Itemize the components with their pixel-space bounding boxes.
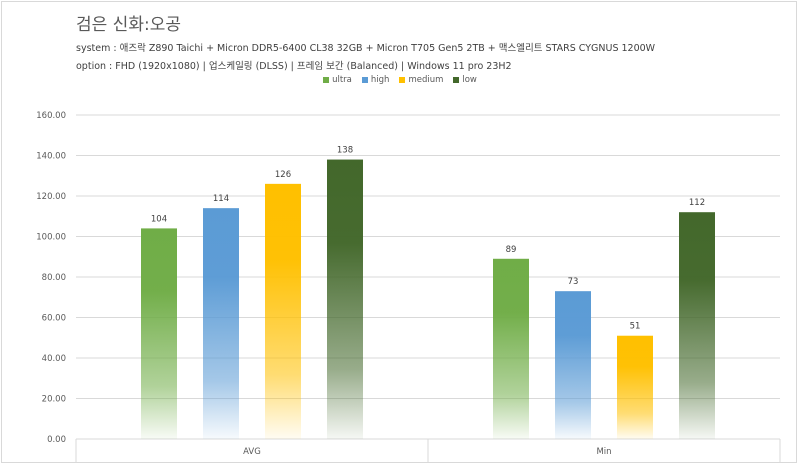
legend-swatch-ultra: [323, 77, 330, 83]
y-tick-label: 100.00: [36, 233, 66, 243]
legend-label-medium: medium: [408, 75, 444, 85]
y-tick-label: 140.00: [36, 152, 66, 162]
data-label-high-avg: 114: [213, 194, 229, 204]
chart-title: 검은 신화:오공: [76, 15, 181, 35]
legend-label-high: high: [370, 75, 390, 85]
legend-item-medium: medium: [399, 75, 443, 85]
data-label-medium-avg: 126: [275, 170, 291, 180]
y-tick-label: 40.00: [42, 354, 66, 364]
legend-swatch-medium: [399, 77, 406, 83]
option-subtitle: option : FHD (1920x1080) | 업스케일링 (DLSS) …: [76, 61, 512, 72]
y-tick-label: 120.00: [36, 192, 66, 202]
y-tick-label: 160.00: [36, 111, 66, 121]
bar-medium-avg: [265, 183, 301, 439]
bar-low-min: [679, 212, 715, 439]
bar-high-avg: [203, 208, 239, 439]
data-label-ultra-avg: 104: [151, 214, 167, 224]
category-label-min: Min: [596, 447, 611, 457]
bar-low-avg: [327, 159, 363, 440]
y-tick-label: 80.00: [42, 273, 66, 283]
system-subtitle: system : 애즈락 Z890 Taichi + Micron DDR5-6…: [76, 43, 656, 54]
data-label-high-min: 73: [568, 277, 579, 287]
chart-legend: ultra high medium low: [0, 75, 800, 85]
data-label-medium-min: 51: [630, 322, 641, 332]
bars: [141, 159, 715, 440]
bar-high-min: [555, 291, 591, 439]
data-label-low-min: 112: [689, 198, 705, 208]
data-labels: 104 114 126 138 89 73 51 112: [151, 146, 705, 332]
category-label-avg: AVG: [243, 447, 261, 457]
bar-ultra-avg: [141, 228, 177, 439]
y-tick-label: 0.00: [47, 435, 66, 445]
legend-swatch-low: [453, 77, 460, 83]
legend-item-ultra: ultra: [323, 75, 352, 85]
data-label-ultra-min: 89: [506, 245, 517, 255]
bar-medium-min: [617, 335, 653, 439]
bar-ultra-min: [493, 258, 529, 439]
gridlines: [75, 114, 781, 463]
legend-label-low: low: [462, 75, 477, 85]
legend-item-high: high: [361, 75, 390, 85]
y-tick-label: 20.00: [42, 395, 66, 405]
data-label-low-avg: 138: [337, 146, 353, 156]
y-axis-ticks: 0.00 20.00 40.00 60.00 80.00 100.00 120.00 140.…: [36, 111, 66, 445]
legend-label-ultra: ultra: [332, 75, 352, 85]
legend-swatch-high: [361, 77, 368, 83]
y-tick-label: 60.00: [42, 314, 66, 324]
legend-item-low: low: [453, 75, 477, 85]
x-axis-categories: AVG Min: [243, 447, 611, 457]
